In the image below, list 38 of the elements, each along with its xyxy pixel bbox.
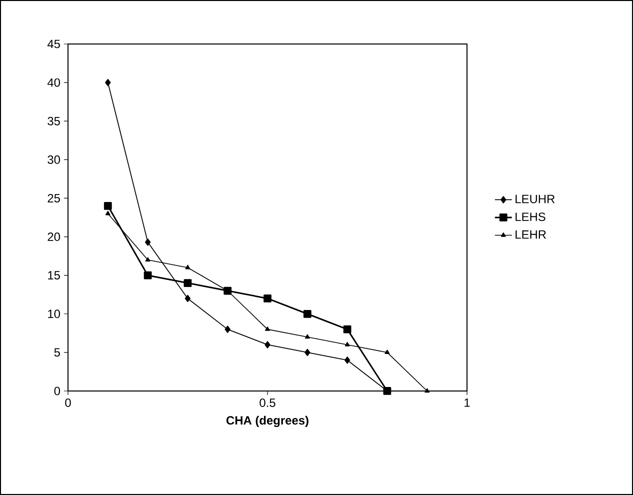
point — [144, 271, 152, 280]
y-tick-label: 5 — [54, 348, 60, 357]
y-tick-label: 0 — [54, 386, 60, 396]
point — [424, 388, 430, 393]
x-tick-label: 0.5 — [260, 398, 276, 407]
y-tick-label: 30 — [48, 155, 60, 164]
y-tick-label: 40 — [47, 78, 60, 87]
legend-label: LEHS — [516, 212, 546, 222]
y-tick-label: 15 — [48, 271, 60, 280]
point — [303, 310, 312, 318]
point — [304, 348, 310, 356]
point — [224, 326, 230, 333]
y-tick-label: 20 — [48, 232, 60, 241]
point — [105, 78, 111, 86]
x-axis-title: CHA (degrees) — [226, 416, 308, 428]
point — [384, 350, 390, 354]
point — [145, 257, 150, 262]
point — [344, 356, 350, 364]
point — [144, 238, 151, 246]
point — [265, 326, 270, 331]
x-tick-label: 0 — [65, 398, 71, 407]
point — [184, 279, 192, 287]
x-tick-label: 1 — [464, 398, 470, 407]
y-tick-label: 25 — [48, 194, 60, 202]
point — [184, 294, 191, 302]
point — [264, 341, 270, 348]
point — [343, 325, 352, 334]
y-tick-label: 10 — [48, 310, 60, 318]
point — [105, 210, 110, 216]
point — [304, 334, 310, 339]
point — [344, 342, 350, 346]
point — [264, 294, 272, 302]
point — [185, 264, 190, 270]
y-tick-label: 45 — [47, 40, 60, 48]
point — [104, 202, 112, 210]
y-tick-label: 35 — [48, 116, 60, 126]
legend-label: LEHR — [516, 230, 546, 239]
legend-label: LEUHR — [516, 194, 555, 204]
